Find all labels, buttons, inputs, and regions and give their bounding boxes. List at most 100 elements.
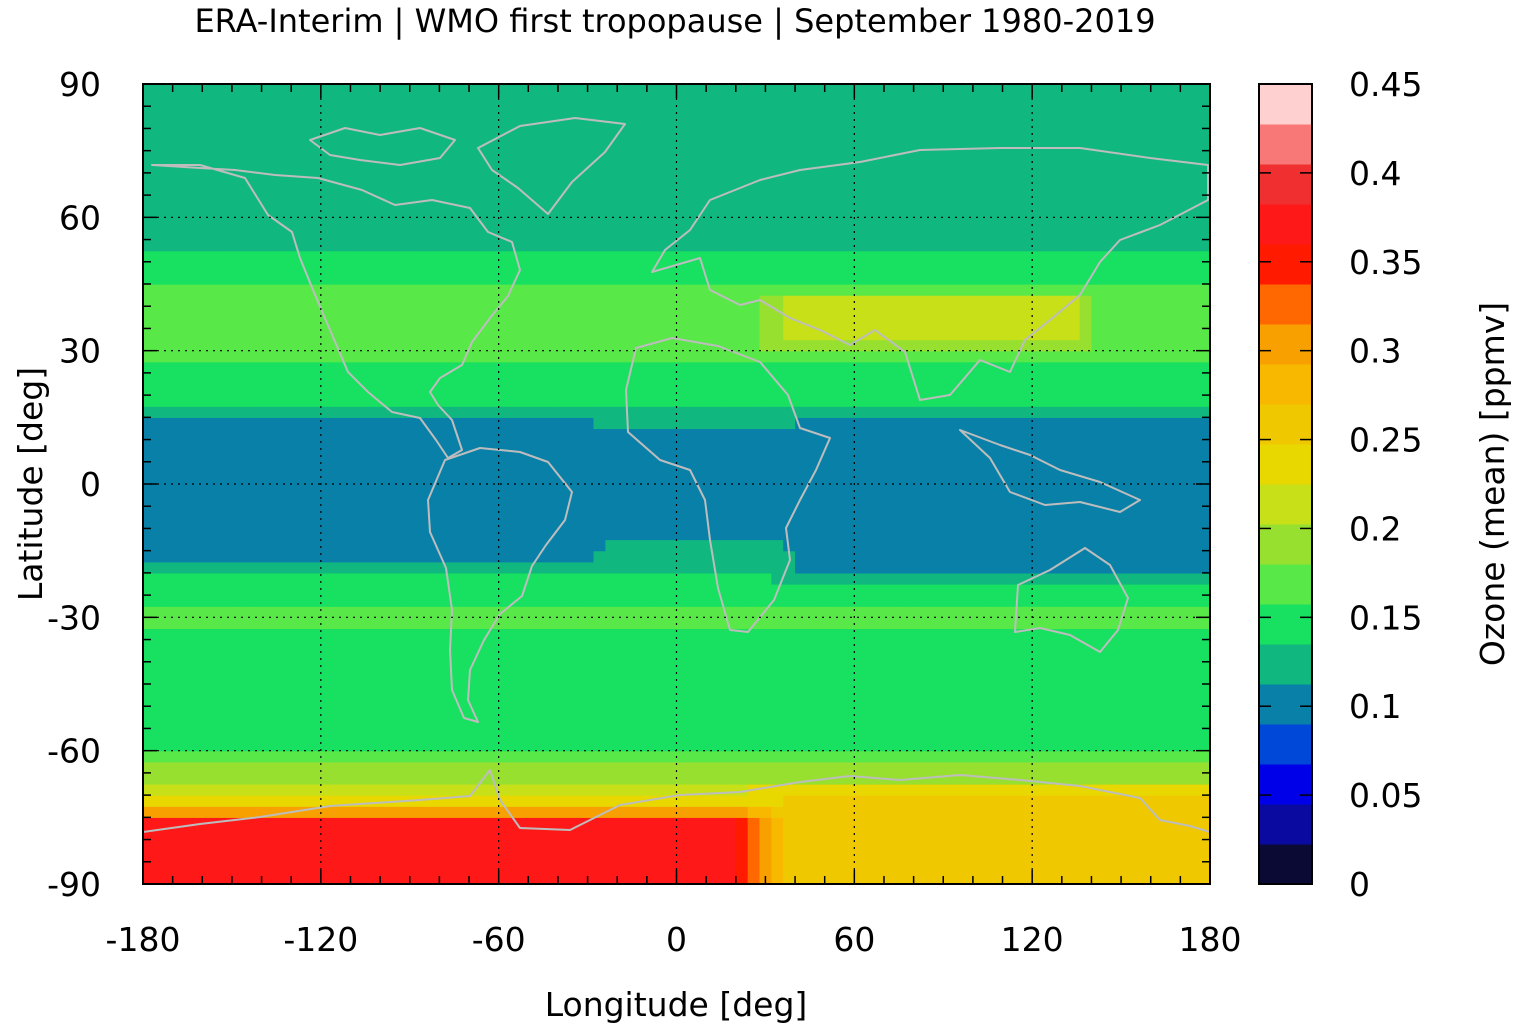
heatmap-cell — [297, 861, 310, 874]
heatmap-cell — [1138, 372, 1152, 385]
heatmap-cell — [1115, 861, 1128, 874]
heatmap-cell — [249, 306, 263, 318]
heatmap-cell — [1162, 717, 1176, 730]
heatmap-cell — [913, 439, 927, 452]
heatmap-cell — [1138, 750, 1152, 763]
heatmap-cell — [1103, 406, 1116, 418]
heatmap-cell — [1174, 828, 1187, 841]
heatmap-cell — [617, 695, 630, 707]
heatmap-cell — [308, 506, 322, 518]
heatmap-cell — [1044, 450, 1057, 463]
heatmap-cell — [202, 517, 215, 530]
heatmap-cell — [463, 506, 476, 518]
heatmap-cell — [439, 617, 452, 630]
heatmap-cell — [676, 539, 689, 552]
heatmap-cell — [984, 684, 998, 696]
heatmap-cell — [688, 428, 701, 441]
heatmap-cell — [178, 339, 192, 352]
heatmap-cell — [996, 384, 1010, 396]
heatmap-cell — [1067, 284, 1081, 296]
heatmap-cell — [202, 339, 215, 352]
heatmap-cell — [380, 750, 393, 763]
heatmap-cell — [557, 706, 571, 718]
heatmap-cell — [984, 339, 998, 352]
heatmap-cell — [795, 395, 808, 407]
heatmap-cell — [1162, 784, 1176, 796]
heatmap-cell — [889, 784, 903, 796]
heatmap-cell — [925, 639, 938, 652]
heatmap-cell — [474, 395, 488, 407]
heatmap-cell — [1115, 628, 1128, 641]
heatmap-cell — [996, 828, 1010, 841]
heatmap-cell — [629, 617, 642, 630]
heatmap-cell — [593, 639, 606, 652]
heatmap-cell — [747, 484, 761, 496]
heatmap-cell — [308, 584, 322, 596]
heatmap-cell — [723, 628, 737, 641]
heatmap-cell — [225, 295, 239, 307]
heatmap-cell — [878, 317, 891, 330]
heatmap-cell — [249, 861, 263, 874]
heatmap-cell — [474, 450, 488, 463]
heatmap-cell — [866, 495, 879, 507]
heatmap-cell — [1174, 317, 1187, 330]
heatmap-cell — [1055, 739, 1069, 752]
heatmap-cell — [332, 561, 346, 574]
heatmap-cell — [486, 506, 500, 518]
heatmap-cell — [249, 872, 263, 884]
heatmap-cell — [1174, 550, 1187, 563]
heatmap-cell — [913, 761, 927, 774]
heatmap-cell — [901, 561, 915, 574]
heatmap-cell — [285, 784, 298, 796]
heatmap-cell — [1115, 739, 1128, 752]
heatmap-cell — [712, 672, 725, 685]
heatmap-cell — [1150, 839, 1164, 852]
heatmap-cell — [937, 317, 950, 330]
heatmap-cell — [617, 439, 630, 452]
heatmap-cell — [866, 628, 879, 641]
heatmap-cell — [664, 317, 678, 330]
heatmap-cell — [1186, 572, 1199, 585]
heatmap-cell — [901, 317, 915, 330]
heatmap-cell — [771, 539, 784, 552]
heatmap-cell — [759, 606, 772, 618]
heatmap-cell — [166, 628, 180, 641]
heatmap-cell — [166, 361, 180, 374]
heatmap-cell — [143, 517, 156, 530]
heatmap-cell — [747, 817, 761, 830]
heatmap-cell — [237, 417, 251, 430]
heatmap-cell — [913, 817, 927, 830]
heatmap-cell — [640, 761, 654, 774]
heatmap-cell — [1067, 484, 1081, 496]
heatmap-cell — [1067, 828, 1081, 841]
heatmap-cell — [593, 550, 606, 563]
heatmap-cell — [629, 528, 642, 541]
heatmap-cell — [451, 417, 464, 430]
heatmap-cell — [676, 717, 689, 730]
heatmap-cell — [972, 372, 986, 385]
heatmap-cell — [1162, 595, 1176, 607]
heatmap-cell — [202, 761, 215, 774]
heatmap-cell — [593, 539, 606, 552]
heatmap-cell — [285, 517, 298, 530]
heatmap-cell — [818, 472, 832, 485]
heatmap-cell — [1091, 628, 1104, 641]
heatmap-cell — [178, 717, 192, 730]
heatmap-cell — [498, 328, 512, 341]
heatmap-cell — [214, 695, 227, 707]
heatmap-cell — [451, 717, 464, 730]
heatmap-cell — [1008, 284, 1021, 296]
heatmap-cell — [972, 384, 986, 396]
heatmap-cell — [700, 528, 713, 541]
heatmap-cell — [1055, 639, 1069, 652]
heatmap-cell — [878, 439, 891, 452]
heatmap-cell — [1055, 861, 1069, 874]
heatmap-cell — [143, 606, 156, 618]
heatmap-cell — [830, 350, 844, 363]
heatmap-cell — [1044, 417, 1057, 430]
heatmap-cell — [557, 528, 571, 541]
heatmap-cell — [783, 528, 796, 541]
heatmap-cell — [1055, 339, 1069, 352]
heatmap-cell — [1127, 628, 1140, 641]
heatmap-cell — [249, 806, 263, 818]
